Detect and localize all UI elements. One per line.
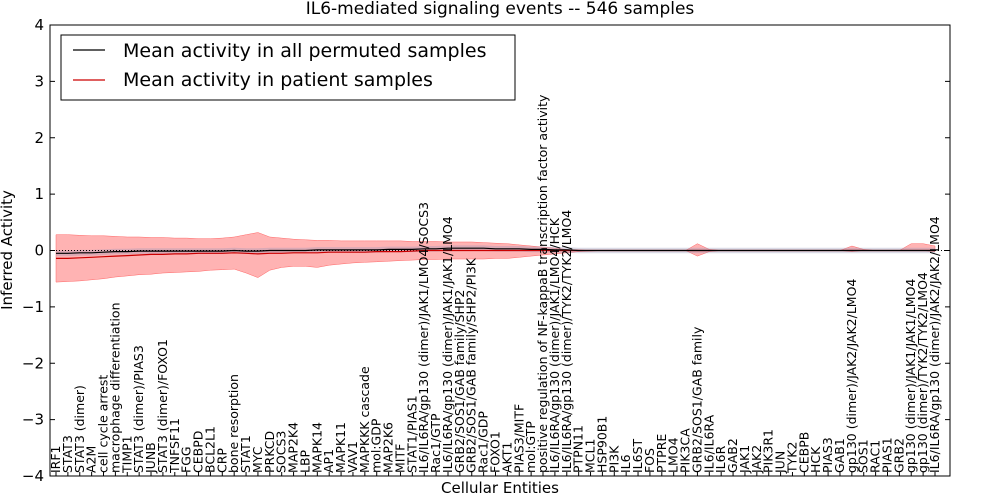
x-tick-label: PIAS1 bbox=[880, 437, 895, 473]
x-tick-label: MAP2K6 bbox=[381, 422, 396, 473]
y-tick-label: 4 bbox=[34, 16, 44, 34]
x-tick-label: positive regulation of NF-kappaB transcr… bbox=[535, 94, 550, 473]
x-tick-label: GRB2 bbox=[891, 438, 906, 473]
x-tick-label: bone resorption bbox=[226, 374, 241, 473]
x-tick-label: JAK1 bbox=[737, 445, 752, 474]
legend-box bbox=[60, 34, 516, 101]
x-tick-label: Rac1/GDP bbox=[476, 411, 491, 473]
x-tick-label: HSP90B1 bbox=[594, 416, 609, 473]
x-tick-label: IL6/IL6RA/gp130 (dimer)/JAK1/JAK1/LMO4 bbox=[440, 216, 455, 473]
x-tick-label: PIK3R1 bbox=[761, 429, 776, 473]
x-tick-label: gp130 (dimer)/JAK1/JAK1/LMO4 bbox=[903, 279, 918, 473]
x-tick-label: HCK bbox=[808, 446, 823, 473]
x-tick-label: IL6R bbox=[713, 445, 728, 473]
x-tick-label: RAC1 bbox=[868, 440, 883, 473]
x-tick-label: CEBPB bbox=[796, 432, 811, 473]
x-tick-label: TNFSF11 bbox=[167, 418, 182, 474]
x-tick-label: GRB2/SOS1/GAB family bbox=[689, 326, 704, 473]
x-tick-label: MAPKKK cascade bbox=[357, 366, 372, 473]
x-tick-label: GRB2/SOS1/GAB family/SHP2 bbox=[452, 290, 467, 473]
x-tick-label: GRB2/SOS1/GAB family/SHP2/PI3K bbox=[464, 257, 479, 473]
x-tick-label: JUNB bbox=[143, 442, 158, 474]
x-tick-label: MCL1 bbox=[583, 439, 598, 473]
x-tick-label: PIAS3/MITF bbox=[511, 404, 526, 473]
y-tick-label: 3 bbox=[34, 72, 44, 90]
x-tick-label: PI3K bbox=[606, 445, 621, 473]
x-tick-label: mol:GTP bbox=[523, 421, 538, 473]
y-tick-label: −3 bbox=[22, 411, 44, 429]
x-tick-label: GAB1 bbox=[832, 438, 847, 473]
legend-label-patient: Mean activity in patient samples bbox=[123, 69, 433, 91]
x-tick-label: SOS1 bbox=[856, 439, 871, 473]
x-tick-label: STAT3 (dimer)/FOXO1 bbox=[155, 339, 170, 473]
x-tick-label: IRF1 bbox=[48, 445, 63, 473]
x-tick-label: FOXO1 bbox=[488, 431, 503, 473]
x-tick-label: IL6/IL6RA bbox=[701, 414, 716, 473]
x-tick-label: IL6ST bbox=[630, 438, 645, 473]
x-tick-label: SOCS3 bbox=[274, 431, 289, 473]
x-tick-label: STAT3 (dimer) bbox=[72, 385, 87, 473]
legend: Mean activity in all permuted samples Me… bbox=[60, 34, 516, 101]
x-tick-label: STAT1/PIAS1 bbox=[404, 395, 419, 473]
x-tick-label: MAPK11 bbox=[333, 422, 348, 473]
x-tick-label: PTPN11 bbox=[571, 425, 586, 473]
x-tick-label: STAT1 bbox=[238, 435, 253, 473]
x-tick-label: mol:GDP bbox=[369, 418, 384, 473]
x-tick-label: LMO4 bbox=[666, 437, 681, 473]
x-tick-label: VAV1 bbox=[345, 441, 360, 473]
patient-confidence-band bbox=[55, 232, 936, 283]
y-axis-label: Inferred Activity bbox=[0, 190, 16, 310]
x-tick-label: GAB2 bbox=[725, 438, 740, 473]
x-tick-label: CEBPD bbox=[191, 431, 206, 473]
x-tick-label: LBP bbox=[297, 449, 312, 473]
x-tick-label: PIK3CA bbox=[678, 428, 693, 473]
x-tick-label: MYC bbox=[250, 446, 265, 473]
x-tick-label: TIMP1 bbox=[119, 435, 134, 474]
x-tick-label: JAK2 bbox=[749, 445, 764, 474]
y-tick-label: −1 bbox=[22, 298, 44, 316]
x-tick-label: STAT3 bbox=[60, 435, 75, 473]
x-tick-label: gp130 (dimer)/JAK2/JAK2/LMO4 bbox=[844, 279, 859, 473]
x-tick-label: IL6 bbox=[618, 454, 633, 473]
permuted-mean-line bbox=[56, 247, 935, 254]
x-tick-label: IL6/IL6RA/gp130 (dimer)/JAK2/JAK2/LMO4 bbox=[927, 216, 942, 473]
x-tick-label: PRKCD bbox=[262, 431, 277, 473]
y-tick-label: 2 bbox=[34, 129, 44, 147]
x-axis-label: Cellular Entities bbox=[441, 479, 559, 497]
x-tick-label: IL6/IL6RA/gp130 (dimer)/JAK1/LMO4/HCK bbox=[547, 217, 562, 473]
x-tick-label: IL6/IL6RA/gp130 (dimer)/JAK1/LMO4/SOCS3 bbox=[416, 202, 431, 473]
x-tick-label: A2M bbox=[84, 446, 99, 473]
x-tick-label: BCL2L1 bbox=[202, 426, 217, 473]
x-tick-label: CRP bbox=[214, 448, 229, 473]
y-tick-label: −2 bbox=[22, 354, 44, 372]
x-tick-label: AP1 bbox=[321, 449, 336, 473]
x-tick-label: IL6/IL6RA/gp130 (dimer)/TYK2/TYK2/LMO4 bbox=[559, 210, 574, 473]
x-tick-label: TYK2 bbox=[785, 442, 800, 474]
x-tick-label: AKT1 bbox=[499, 442, 514, 473]
x-tick-label: MAP2K4 bbox=[286, 422, 301, 473]
x-tick-label: FOS bbox=[642, 448, 657, 473]
x-tick-label: MITF bbox=[393, 444, 408, 473]
x-tick-label: Rac1/GTP bbox=[428, 413, 443, 473]
x-tick-label: PIAS3 bbox=[820, 437, 835, 473]
x-tick-label: macrophage differentiation bbox=[107, 302, 122, 473]
x-tick-label: STAT3 (dimer)/PIAS3 bbox=[131, 345, 146, 473]
legend-label-permuted: Mean activity in all permuted samples bbox=[123, 40, 486, 62]
x-tick-label: JUN bbox=[773, 451, 788, 474]
x-tick-label: gp130 (dimer)/TYK2/TYK2/LMO4 bbox=[915, 272, 930, 473]
chart-title: IL6-mediated signaling events -- 546 sam… bbox=[306, 0, 695, 19]
x-tick-label: MAPK14 bbox=[309, 422, 324, 473]
y-tick-label: 1 bbox=[34, 185, 44, 203]
x-tick-label: PTPRE bbox=[654, 434, 669, 473]
x-tick-label: cell cycle arrest bbox=[96, 375, 111, 473]
y-tick-label: 0 bbox=[34, 242, 44, 260]
x-tick-label: FGG bbox=[179, 446, 194, 473]
y-tick-label: −4 bbox=[22, 467, 44, 485]
